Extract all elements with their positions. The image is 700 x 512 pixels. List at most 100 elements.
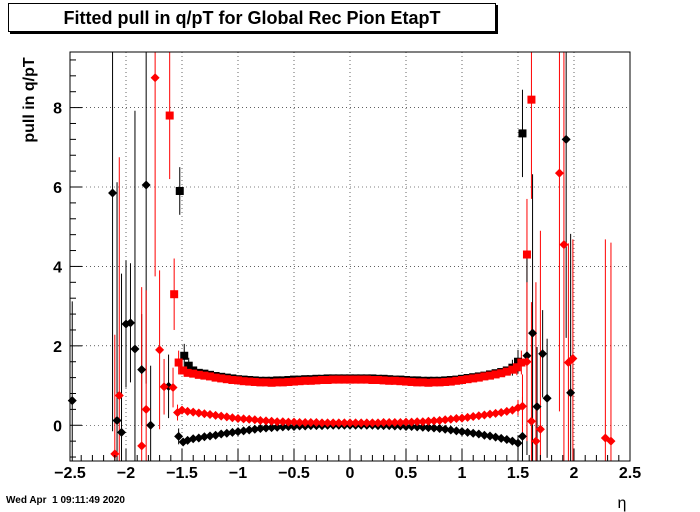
- data-point-diamond: [188, 434, 198, 444]
- data-point-square: [418, 378, 427, 387]
- data-point-diamond: [222, 428, 232, 438]
- data-point-square: [480, 372, 489, 381]
- data-point-diamond: [418, 422, 428, 432]
- data-point-diamond: [566, 388, 576, 398]
- data-point-square: [379, 376, 388, 385]
- data-point-diamond: [199, 409, 209, 419]
- data-point-square: [491, 370, 500, 379]
- data-point-diamond: [528, 328, 538, 338]
- data-point-square: [174, 358, 183, 367]
- data-point-diamond: [211, 410, 221, 420]
- data-point-square: [413, 378, 422, 387]
- x-axis-label: η: [618, 495, 627, 512]
- data-point-diamond: [261, 423, 271, 433]
- data-point-square: [184, 361, 193, 370]
- data-point-diamond: [239, 426, 249, 436]
- data-point-diamond: [174, 431, 184, 441]
- data-point-square: [430, 378, 438, 387]
- data-point-diamond: [412, 422, 422, 432]
- footer-timestamp: Wed Apr 1 09:11:49 2020: [6, 495, 125, 506]
- data-point-square: [165, 111, 174, 120]
- data-point-diamond: [289, 417, 299, 427]
- x-tick-label: −0.5: [278, 465, 310, 482]
- data-point-diamond: [491, 408, 501, 418]
- x-tick-label: 0: [346, 465, 355, 482]
- data-point-diamond: [159, 382, 169, 392]
- data-point-diamond: [317, 418, 327, 428]
- data-point-square: [228, 375, 237, 384]
- data-point-square: [284, 377, 293, 386]
- data-point-diamond: [485, 409, 495, 419]
- data-point-diamond: [457, 427, 467, 437]
- data-point-diamond: [390, 417, 400, 427]
- x-tick-label: −1: [229, 465, 247, 482]
- data-point-square: [346, 375, 354, 384]
- data-point-square: [508, 365, 517, 374]
- data-point-diamond: [250, 424, 260, 434]
- data-point-diamond: [227, 413, 237, 423]
- data-point-square: [312, 376, 321, 385]
- data-point-diamond: [379, 417, 389, 427]
- y-tick-label: 0: [53, 418, 62, 435]
- data-point-square: [446, 377, 455, 386]
- data-point-square: [407, 377, 416, 386]
- data-point-diamond: [522, 351, 532, 361]
- data-point-square: [278, 378, 287, 387]
- data-point-square: [374, 375, 382, 384]
- data-point-diamond: [401, 417, 411, 427]
- data-point-diamond: [440, 424, 450, 434]
- data-point-diamond: [440, 415, 450, 425]
- x-tick-label: −2.5: [54, 465, 86, 482]
- data-point-diamond: [457, 413, 467, 423]
- data-point-diamond: [323, 418, 333, 428]
- x-tick-label: 1.5: [507, 465, 529, 482]
- data-point-square: [189, 369, 198, 378]
- data-point-square: [486, 371, 494, 380]
- data-point-square: [463, 375, 472, 384]
- data-point-diamond: [429, 416, 439, 426]
- data-point-diamond: [468, 412, 478, 422]
- data-point-diamond: [395, 417, 405, 427]
- data-point-diamond: [522, 357, 532, 367]
- data-point-diamond: [407, 417, 417, 427]
- data-point-square: [329, 375, 338, 384]
- data-point-square: [497, 369, 506, 378]
- marker-layer: [67, 73, 616, 459]
- data-point-diamond: [141, 404, 151, 414]
- data-point-diamond: [272, 422, 282, 432]
- data-point-square: [323, 375, 332, 384]
- data-point-diamond: [267, 423, 277, 433]
- data-point-square: [234, 376, 242, 385]
- data-point-diamond: [168, 383, 178, 393]
- data-point-diamond: [334, 418, 344, 428]
- data-point-square: [318, 375, 326, 384]
- data-point-square: [517, 358, 526, 367]
- data-point-diamond: [517, 431, 527, 441]
- data-point-diamond: [194, 408, 204, 418]
- data-point-diamond: [117, 427, 127, 437]
- data-point-square: [180, 351, 189, 360]
- data-point-diamond: [463, 427, 473, 437]
- data-point-square: [458, 375, 466, 384]
- data-point-diamond: [278, 417, 288, 427]
- data-point-diamond: [125, 318, 135, 328]
- data-point-diamond: [412, 417, 422, 427]
- data-point-diamond: [137, 441, 147, 451]
- data-point-diamond: [474, 411, 484, 421]
- data-point-diamond: [429, 423, 439, 433]
- data-point-diamond: [239, 414, 249, 424]
- data-point-diamond: [300, 417, 310, 427]
- data-point-square: [170, 290, 179, 299]
- data-point-square: [527, 95, 536, 104]
- data-point-diamond: [542, 393, 552, 403]
- data-point-diamond: [199, 432, 209, 442]
- data-point-diamond: [538, 349, 548, 359]
- data-point-diamond: [188, 407, 198, 417]
- x-tick-label: −1.5: [166, 465, 198, 482]
- data-point-square: [175, 186, 184, 195]
- data-point-diamond: [451, 426, 461, 436]
- data-point-square: [396, 377, 405, 386]
- data-point-square: [206, 372, 214, 381]
- data-point-diamond: [568, 354, 578, 364]
- data-point-diamond: [205, 431, 215, 441]
